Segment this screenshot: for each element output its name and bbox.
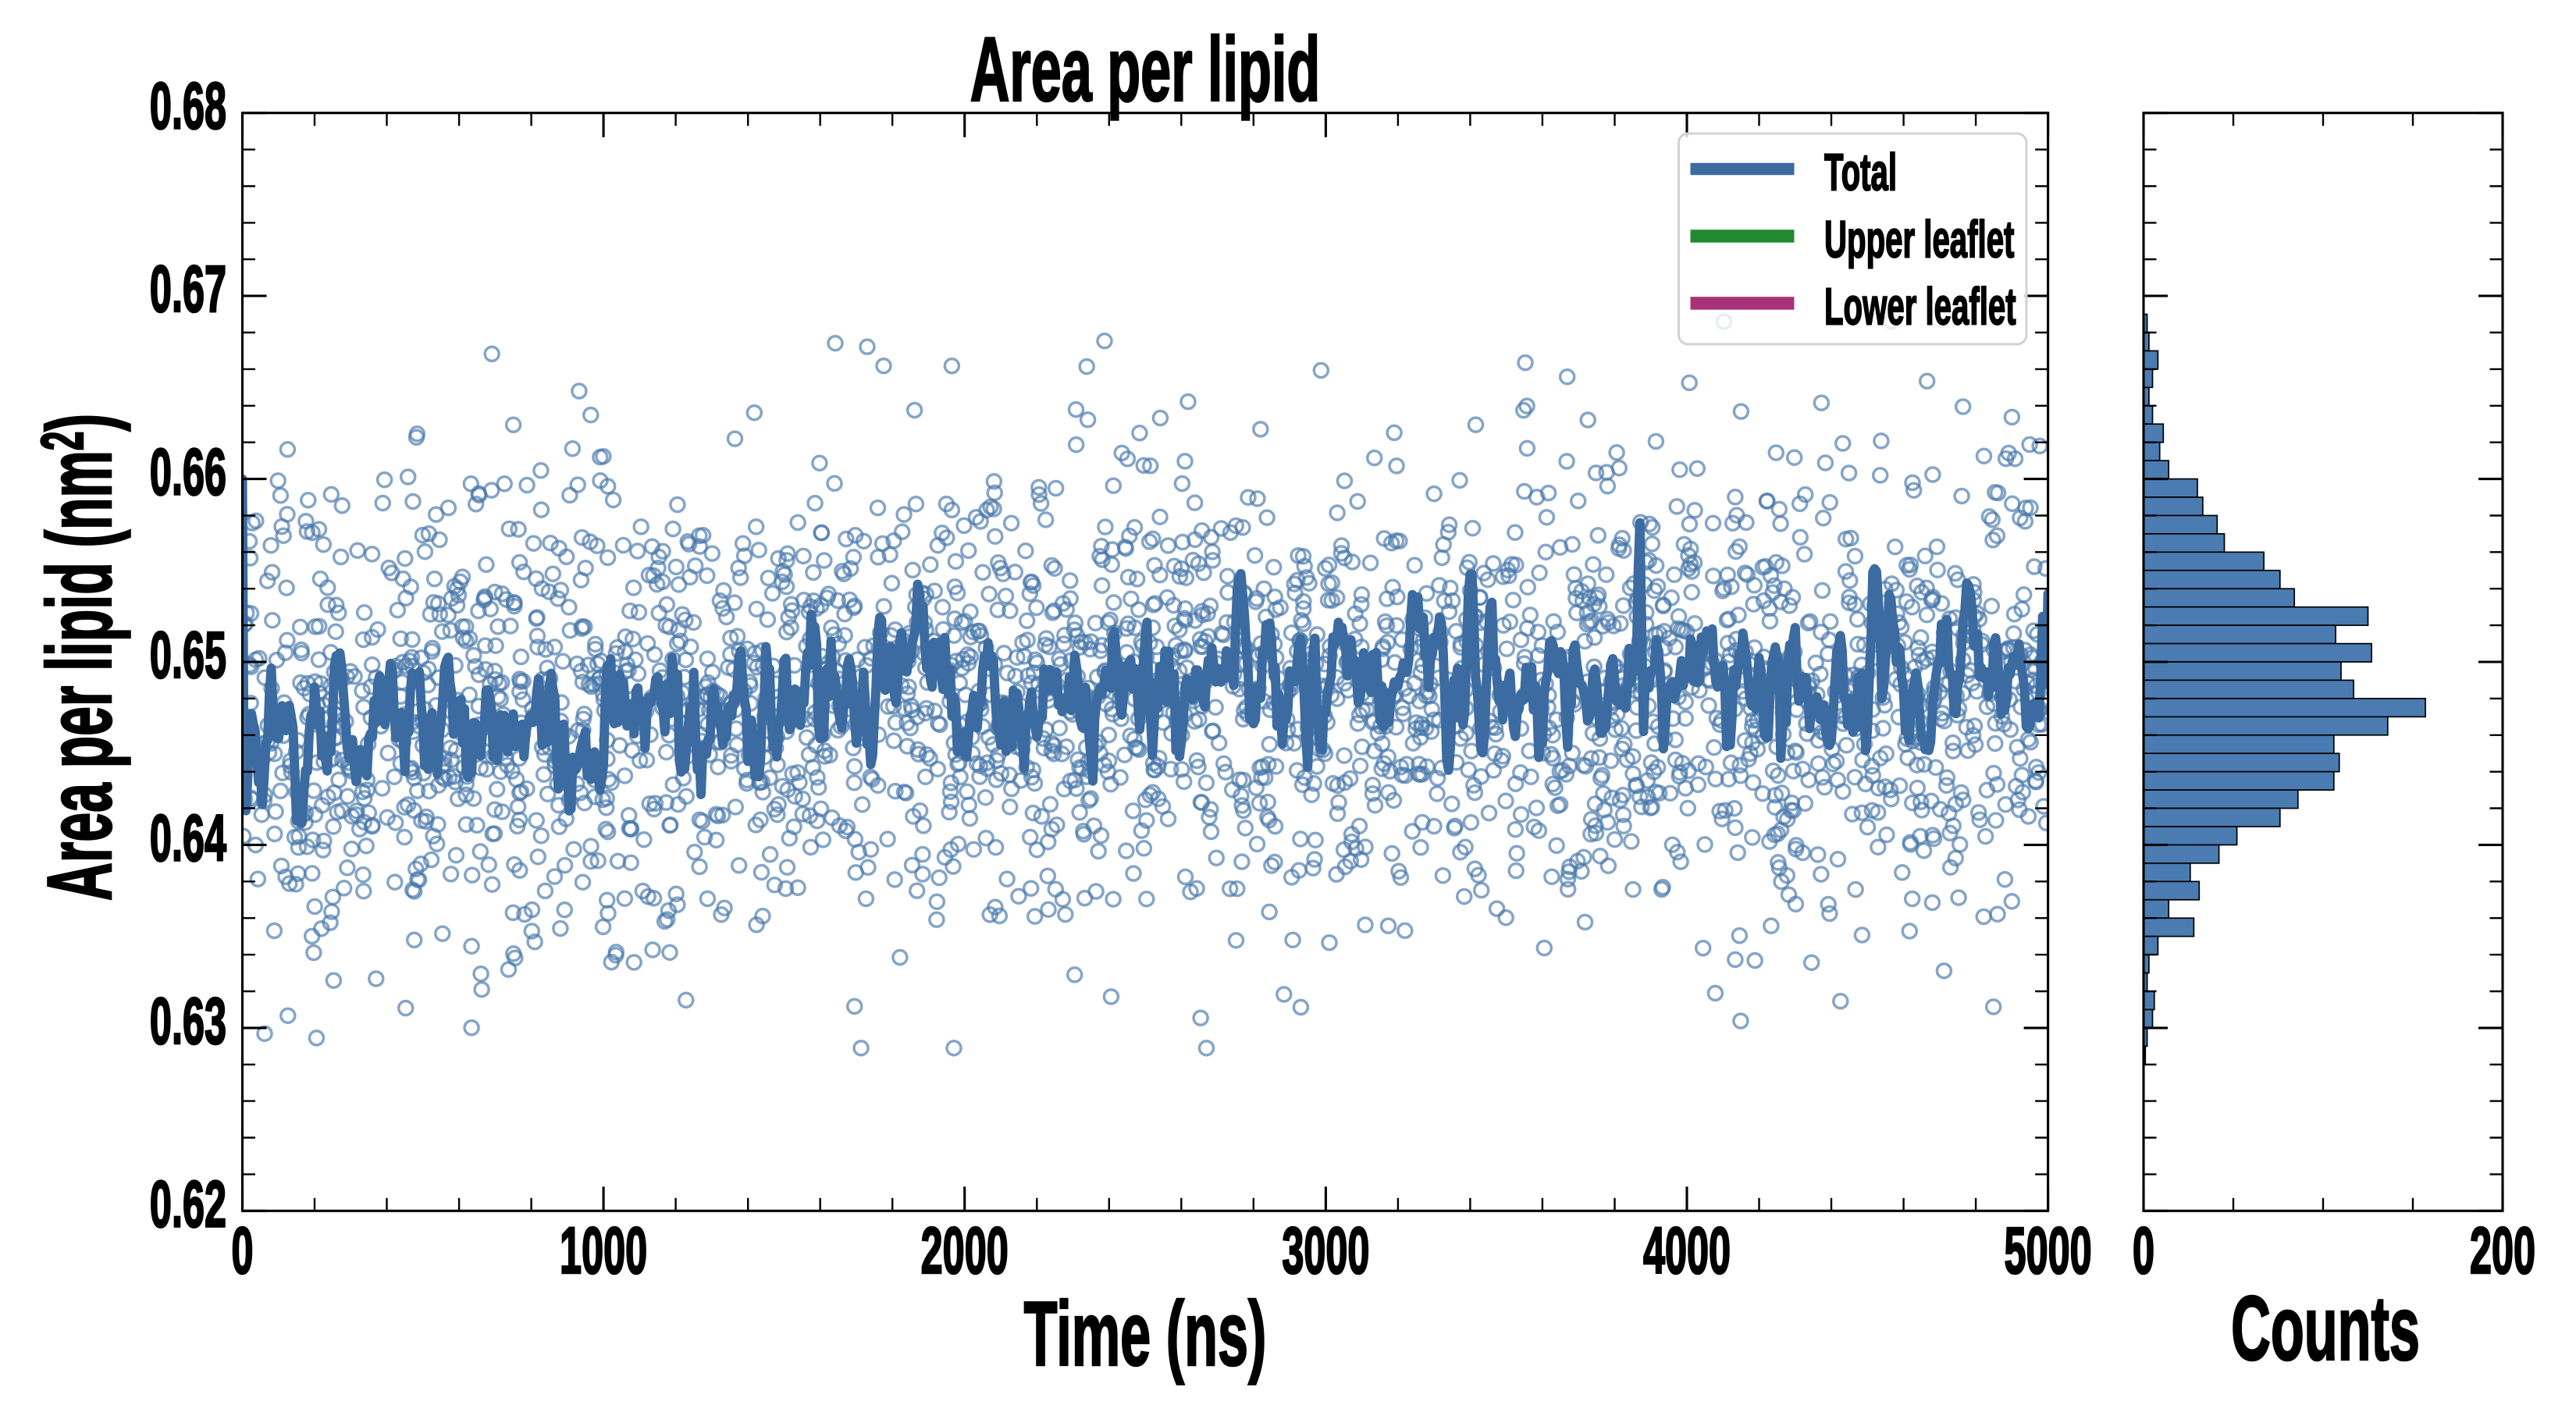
svg-text:0.63: 0.63: [150, 984, 226, 1058]
svg-text:Area per lipid (nm2): Area per lipid (nm2): [29, 414, 131, 901]
svg-text:Total: Total: [1824, 143, 1897, 201]
svg-text:0: 0: [2133, 1214, 2154, 1288]
svg-text:0.68: 0.68: [150, 69, 226, 143]
svg-text:Upper leaflet: Upper leaflet: [1824, 210, 2014, 269]
svg-text:Lower leaflet: Lower leaflet: [1824, 277, 2016, 336]
svg-text:0: 0: [231, 1214, 253, 1288]
svg-text:1000: 1000: [560, 1214, 647, 1288]
svg-text:0.64: 0.64: [150, 801, 226, 875]
svg-text:0.67: 0.67: [150, 252, 226, 326]
svg-text:Time (ns): Time (ns): [1024, 1284, 1267, 1385]
svg-text:0.65: 0.65: [150, 618, 226, 692]
svg-text:5000: 5000: [2005, 1214, 2092, 1288]
svg-text:3000: 3000: [1282, 1214, 1369, 1288]
svg-text:200: 200: [2470, 1214, 2535, 1288]
svg-text:Area per lipid: Area per lipid: [970, 20, 1321, 121]
svg-text:0.66: 0.66: [150, 435, 226, 509]
svg-text:2000: 2000: [921, 1214, 1009, 1288]
svg-text:4000: 4000: [1643, 1214, 1731, 1288]
svg-text:0.62: 0.62: [150, 1167, 226, 1241]
svg-text:Counts: Counts: [2231, 1279, 2420, 1380]
